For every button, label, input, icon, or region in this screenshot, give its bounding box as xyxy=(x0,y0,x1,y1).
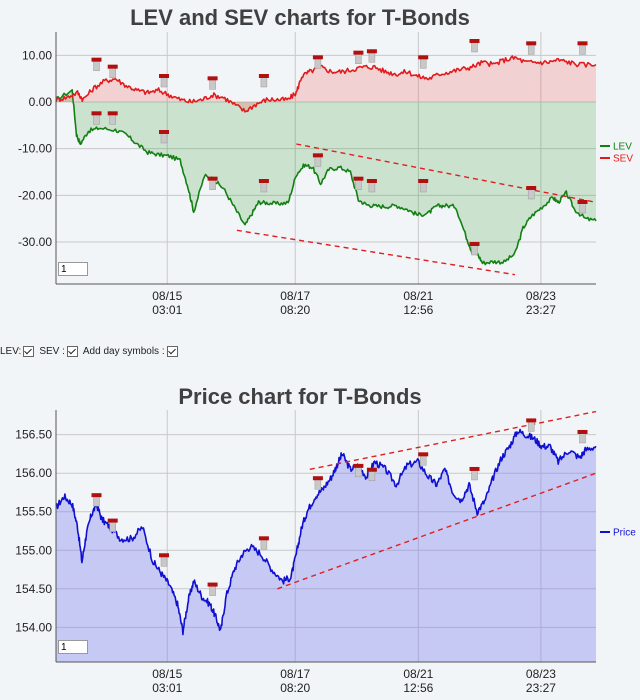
day-marker-11 xyxy=(577,41,588,55)
legend-label-sev: SEV xyxy=(613,154,633,165)
x-tick-time-2: 12:56 xyxy=(403,681,433,695)
series-toggle-bar: LEV: SEV : Add day symbols : xyxy=(0,346,181,357)
day-marker-5 xyxy=(312,476,323,490)
day-marker-13 xyxy=(107,111,118,125)
day-marker-22 xyxy=(526,186,537,200)
day-marker-6 xyxy=(353,463,364,478)
trend-line-0 xyxy=(309,410,597,471)
x-tick-date-2: 08/21 xyxy=(403,667,433,681)
day-marker-7 xyxy=(366,49,377,63)
trend-line-0 xyxy=(296,143,597,204)
y-tick-label-4: 154.50 xyxy=(15,582,52,596)
day-marker-0 xyxy=(91,493,102,507)
x-tick-date-0: 08/15 xyxy=(152,289,182,303)
day-marker-0 xyxy=(91,57,102,71)
day-marker-20 xyxy=(418,179,429,193)
day-marker-4 xyxy=(258,74,269,88)
day-marker-3 xyxy=(207,76,218,90)
day-marker-19 xyxy=(366,179,377,193)
lev-chart-title: LEV and SEV charts for T-Bonds xyxy=(130,5,470,30)
price-line xyxy=(55,428,597,636)
x-tick-time-1: 08:20 xyxy=(280,681,310,695)
day-symbols-label: Add day symbols : xyxy=(82,346,165,357)
day-marker-9 xyxy=(469,39,480,53)
day-marker-2 xyxy=(159,553,169,567)
y-tick-label-1: 156.00 xyxy=(15,466,52,480)
day-marker-3 xyxy=(207,582,218,596)
day-marker-15 xyxy=(207,176,218,190)
x-tick-time-1: 08:20 xyxy=(280,303,310,317)
x-tick-date-0: 08/15 xyxy=(152,667,182,681)
y-tick-label-2: -10.00 xyxy=(18,142,52,156)
day-marker-12 xyxy=(91,111,102,125)
y-tick-label-2: 155.50 xyxy=(15,505,52,519)
day-marker-18 xyxy=(353,176,364,190)
day-marker-9 xyxy=(469,466,480,481)
x-tick-date-1: 08/17 xyxy=(280,667,310,681)
x-tick-time-3: 23:27 xyxy=(526,303,556,317)
x-tick-date-3: 08/23 xyxy=(526,667,556,681)
y-tick-label-0: 10.00 xyxy=(22,48,52,62)
day-marker-23 xyxy=(577,200,588,214)
x-tick-date-2: 08/21 xyxy=(403,289,433,303)
legend-label-price: Price xyxy=(613,528,636,539)
y-tick-label-0: 156.50 xyxy=(15,428,52,442)
day-marker-4 xyxy=(258,536,269,550)
lev-line xyxy=(55,89,597,266)
day-marker-8 xyxy=(418,452,429,466)
y-tick-label-3: 155.00 xyxy=(15,543,52,557)
sev-toggle-label: SEV : xyxy=(39,346,65,357)
x-tick-date-3: 08/23 xyxy=(526,289,556,303)
day-marker-10 xyxy=(526,41,537,55)
x-tick-time-0: 03:01 xyxy=(152,303,182,317)
day-marker-7 xyxy=(366,467,377,481)
x-tick-time-0: 03:01 xyxy=(152,681,182,695)
lev-area xyxy=(56,89,596,265)
y-tick-label-4: -30.00 xyxy=(18,235,52,249)
x-tick-date-1: 08/17 xyxy=(280,289,310,303)
day-marker-5 xyxy=(312,55,323,69)
x-tick-time-2: 12:56 xyxy=(403,303,433,317)
price-zoom-input[interactable]: 1 xyxy=(58,640,88,654)
legend-label-lev: LEV xyxy=(613,142,632,153)
day-marker-1 xyxy=(107,518,118,532)
lev-toggle-label: LEV: xyxy=(0,346,22,357)
day-marker-8 xyxy=(418,55,429,69)
day-marker-6 xyxy=(353,50,364,64)
day-marker-21 xyxy=(469,242,480,256)
trend-line-1 xyxy=(236,229,516,276)
lev-zoom-input[interactable]: 1 xyxy=(58,262,88,276)
day-marker-17 xyxy=(312,153,323,167)
trend-line-1 xyxy=(277,472,597,590)
day-marker-11 xyxy=(577,429,588,444)
x-tick-time-3: 23:27 xyxy=(526,681,556,695)
day-marker-2 xyxy=(159,74,169,88)
price-chart: 156.50 156.00 155.50 155.00 154.50 154.00 08/1… xyxy=(15,410,636,695)
sev-checkbox[interactable] xyxy=(66,346,78,357)
day-marker-16 xyxy=(258,179,269,193)
y-tick-label-3: -20.00 xyxy=(18,188,52,202)
lev-checkbox[interactable] xyxy=(23,346,35,357)
day-marker-10 xyxy=(526,418,537,432)
day-marker-14 xyxy=(159,130,169,144)
day-symbols-checkbox[interactable] xyxy=(166,346,178,357)
price-area xyxy=(56,429,596,662)
y-tick-label-5: 154.00 xyxy=(15,620,52,634)
day-marker-1 xyxy=(107,64,118,78)
y-tick-label-1: 0.00 xyxy=(29,95,53,109)
price-chart-title: Price chart for T-Bonds xyxy=(178,384,422,409)
